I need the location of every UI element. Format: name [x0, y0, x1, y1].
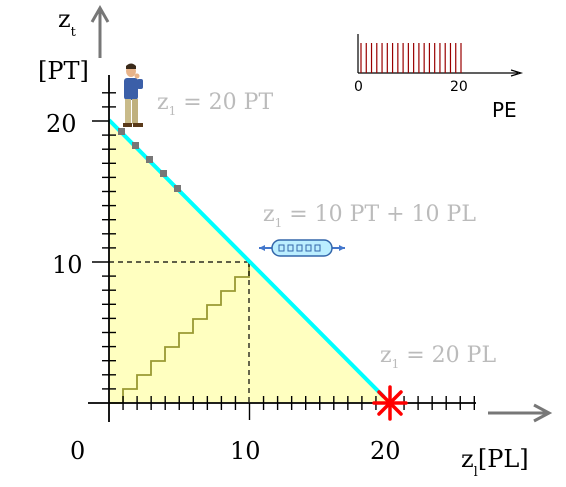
inset-label: PE — [492, 98, 517, 122]
y-axis-ticks — [92, 92, 116, 390]
chip-icon — [259, 239, 345, 257]
annotation-mid: z1 = 10 PT + 10 PL — [263, 202, 476, 230]
inset-arrow-head — [510, 69, 524, 77]
staircase-path — [109, 262, 250, 404]
spike-train-inset: 0 20 PE — [354, 34, 524, 122]
x-axis-label: zl[PL] — [461, 445, 529, 480]
inset-tick-20: 20 — [450, 79, 468, 95]
x-axis-arrow-head — [533, 403, 553, 423]
y-tick-label-20: 20 — [46, 110, 77, 138]
y-axis-unit: [PT] — [38, 57, 89, 85]
x-axis-ticks — [122, 396, 475, 420]
y-tick-label-10: 10 — [52, 251, 83, 279]
constraint-line — [107, 118, 386, 399]
gray-point-markers — [118, 128, 181, 192]
x-tick-label-10: 10 — [230, 437, 261, 465]
red-star-center — [386, 399, 394, 407]
x-tick-label-20: 20 — [370, 437, 401, 465]
y-axis-arrow-head — [90, 4, 110, 23]
inset-tick-0: 0 — [354, 79, 363, 95]
y-axis-variable: zt — [58, 5, 77, 40]
origin-label: 0 — [70, 437, 85, 465]
annotation-top: z1 = 20 PT — [157, 90, 273, 118]
person-thinking-icon — [123, 63, 143, 127]
inset-spikes — [360, 43, 462, 73]
annotation-bottom: z1 = 20 PL — [380, 343, 496, 371]
